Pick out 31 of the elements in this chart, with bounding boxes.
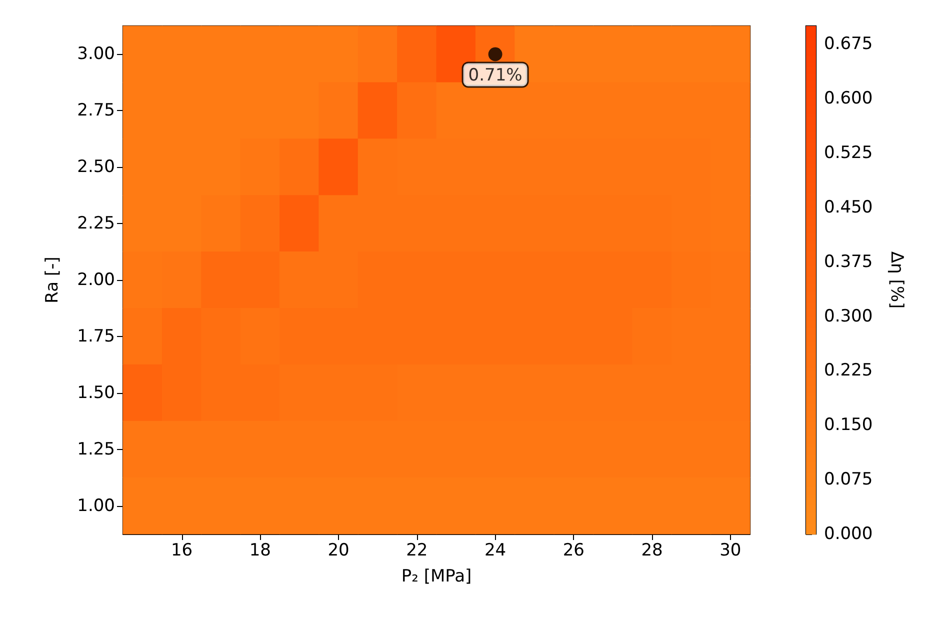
color-bar-label: 0.075: [824, 470, 873, 490]
color-bar-label: 0.300: [824, 306, 873, 326]
y-tick-label: 1.25: [77, 439, 115, 460]
x-tick-label: 28: [641, 540, 663, 560]
color-bar-label: 0.375: [824, 252, 873, 272]
x-tick-label: 22: [406, 540, 428, 560]
y-tick-label: 1.00: [77, 496, 115, 516]
y-tick-label: 3.00: [77, 44, 115, 64]
color-bar-title: Δη [%]: [886, 251, 906, 309]
color-bar-label: 0.675: [824, 34, 873, 54]
y-axis-title: Ra [-]: [42, 256, 62, 304]
x-tick-label: 30: [720, 540, 742, 560]
color-bar-label: 0.000: [824, 524, 873, 544]
x-tick-label: 24: [484, 540, 506, 560]
y-tick-label: 2.00: [77, 270, 115, 290]
y-tick-label: 2.25: [77, 214, 115, 234]
annotation: 0.71%: [468, 66, 522, 86]
y-tick-label: 1.50: [77, 382, 115, 403]
color-bar-label: 0.450: [824, 197, 873, 218]
color-bar-label: 0.150: [824, 415, 873, 436]
y-tick-label: 2.75: [77, 100, 115, 121]
x-tick-label: 16: [170, 540, 193, 560]
color-bar-label: 0.600: [824, 88, 873, 109]
x-axis-title: P₂ [MPa]: [401, 566, 472, 586]
y-tick-label: 1.75: [77, 326, 115, 346]
x-tick-label: 18: [249, 540, 271, 560]
color-bar-label: 0.525: [824, 143, 873, 163]
y-tick-label: 2.50: [77, 157, 115, 178]
x-tick-label: 26: [562, 540, 584, 560]
color-bar-label: 0.225: [824, 360, 873, 381]
x-tick-label: 20: [328, 540, 350, 560]
